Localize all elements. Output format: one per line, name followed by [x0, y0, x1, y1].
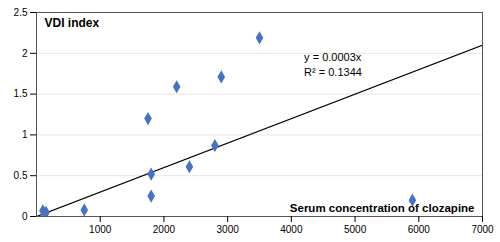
svg-text:6000: 6000 — [408, 224, 431, 235]
svg-text:2.5: 2.5 — [14, 7, 28, 18]
svg-text:R² = 0.1344: R² = 0.1344 — [304, 66, 362, 78]
svg-text:y = 0.0003x: y = 0.0003x — [304, 51, 362, 63]
svg-text:4000: 4000 — [280, 224, 303, 235]
svg-text:1: 1 — [22, 129, 28, 140]
svg-text:3000: 3000 — [217, 224, 240, 235]
svg-text:VDI index: VDI index — [45, 16, 100, 30]
svg-text:0.5: 0.5 — [14, 170, 28, 181]
svg-text:1.5: 1.5 — [14, 88, 28, 99]
svg-text:2000: 2000 — [153, 224, 176, 235]
svg-text:7000: 7000 — [471, 224, 494, 235]
svg-text:0: 0 — [22, 211, 28, 222]
svg-text:Serum concentration of clozapi: Serum concentration of clozapine — [290, 202, 475, 214]
svg-text:2: 2 — [22, 48, 28, 59]
svg-text:1000: 1000 — [89, 224, 112, 235]
svg-text:5000: 5000 — [344, 224, 367, 235]
